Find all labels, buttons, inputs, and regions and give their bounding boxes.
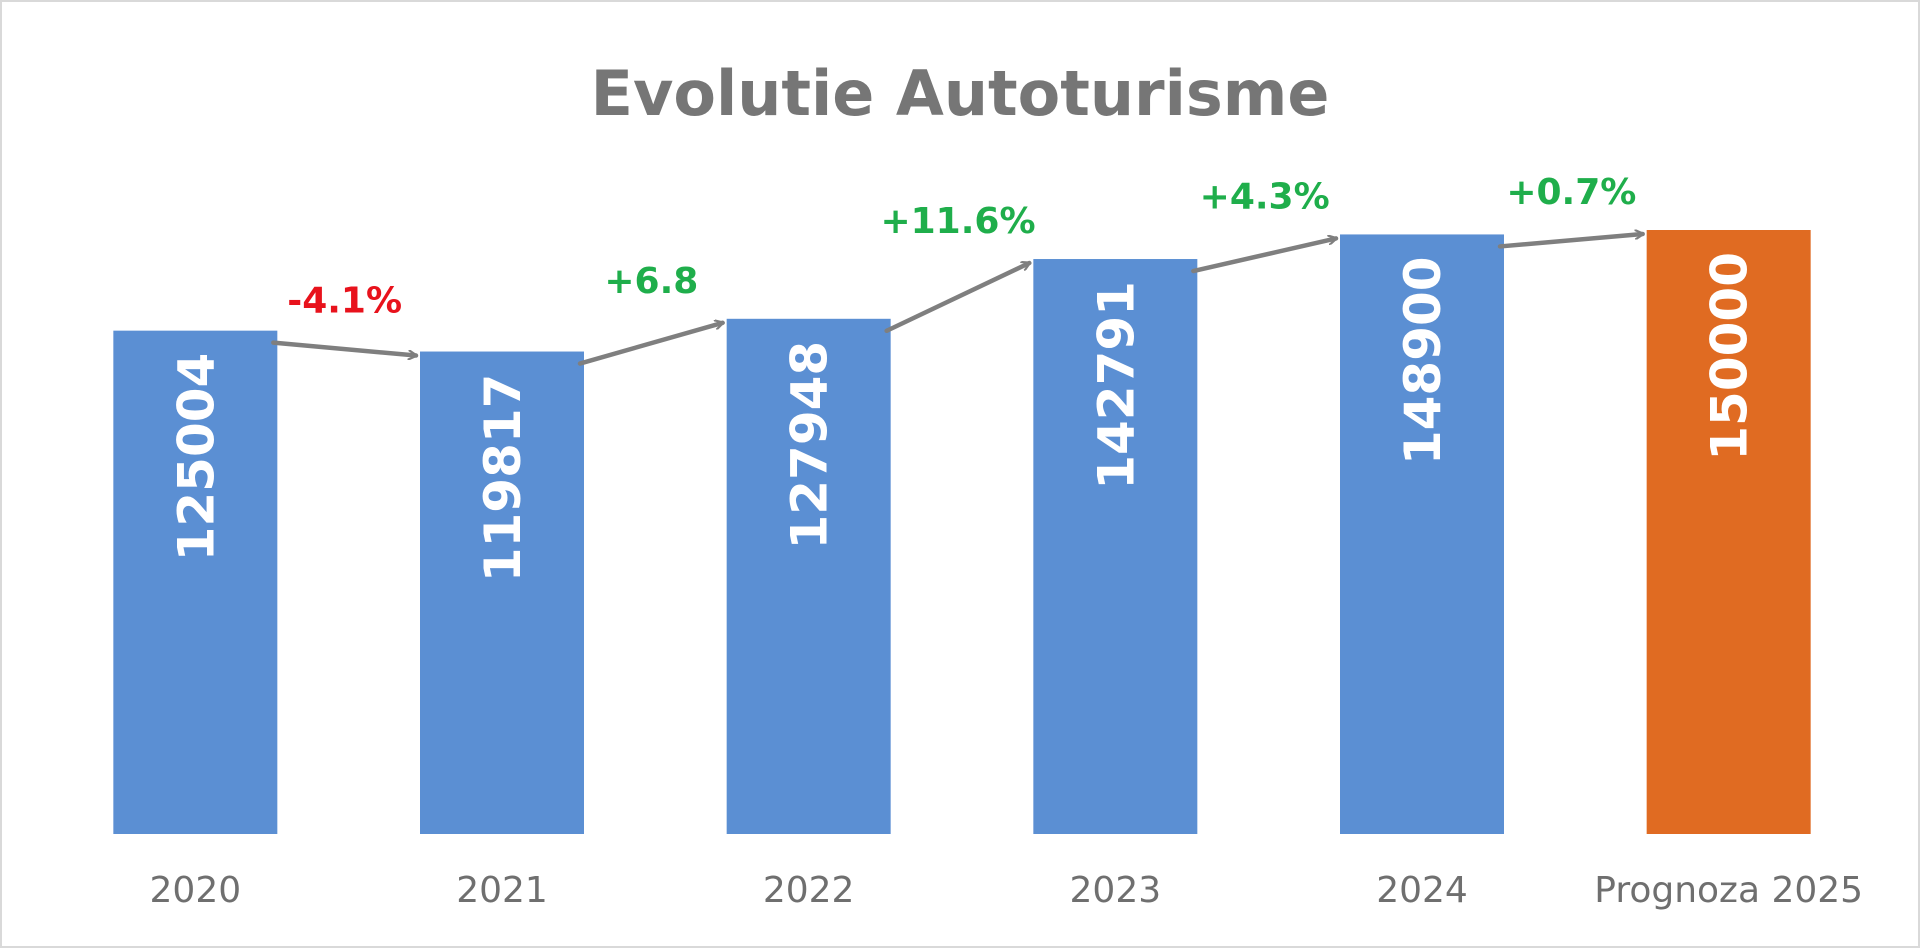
change-arrow — [577, 323, 725, 366]
bar — [420, 351, 584, 834]
x-tick-label: 2020 — [150, 870, 242, 911]
bar-value-label: 142791 — [1087, 281, 1145, 490]
change-arrow — [1497, 234, 1645, 249]
x-tick-label: 2024 — [1376, 870, 1468, 911]
x-tick-label: 2022 — [763, 870, 855, 911]
bar-value-label: 125004 — [167, 353, 225, 562]
change-label: +4.3% — [1200, 176, 1330, 217]
change-arrow — [271, 340, 419, 356]
change-arrows-layer — [271, 234, 1645, 366]
bar-value-label: 127948 — [781, 341, 839, 550]
bar-value-label: 148900 — [1394, 256, 1452, 465]
x-tick-label: Prognoza 2025 — [1594, 870, 1863, 911]
bar-value-label: 119817 — [474, 374, 532, 583]
change-arrow — [884, 260, 1032, 334]
x-tick-label: 2021 — [456, 870, 548, 911]
change-label: +11.6% — [880, 201, 1035, 242]
change-label: -4.1% — [287, 281, 402, 322]
bar — [1033, 259, 1198, 835]
x-tick-label: 2023 — [1070, 870, 1162, 911]
labels-layer: 125004 2020 119817 2021 127948 2022 142791 2023… — [150, 172, 1864, 911]
chart-title: Evolutie Autoturisme — [591, 57, 1330, 130]
bar — [113, 330, 278, 834]
change-arrow — [1191, 238, 1339, 274]
bars-layer — [113, 230, 1811, 835]
bar — [1340, 234, 1504, 835]
bar-value-label: 150000 — [1701, 252, 1759, 461]
bar-forecast — [1646, 230, 1811, 834]
change-label: +0.7% — [1506, 172, 1636, 213]
change-label: +6.8 — [604, 261, 698, 302]
bar — [726, 318, 891, 835]
